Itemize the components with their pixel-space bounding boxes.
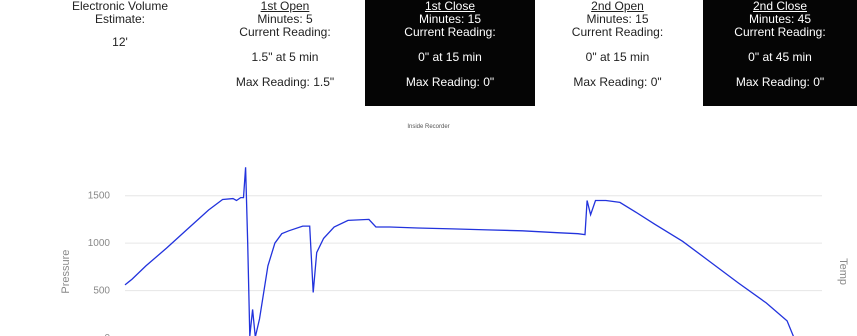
chart-title: Inside Recorder [407,124,450,130]
second-open-reading: 0" at 15 min [585,50,650,64]
second-close-minutes: Minutes: 45 [748,12,812,26]
second-open-panel: 2nd Open Minutes: 15 Current Reading: 0"… [545,0,690,106]
first-close-reading: 0" at 15 min [418,50,482,64]
first-close-minutes: Minutes: 15 [418,12,482,26]
second-open-reading-label: Current Reading: [571,25,664,39]
first-close-panel: 1st Close Minutes: 15 Current Reading: 0… [365,0,535,106]
y-tick-label: 0 [104,333,110,336]
second-close-reading: 0" at 45 min [748,50,812,64]
first-open-max: Max Reading: 1.5" [235,75,335,89]
y-tick-label: 1000 [88,238,111,249]
second-open-max: Max Reading: 0" [573,75,662,89]
estimate-value: 12' [112,35,128,49]
y2-axis-label: Temp [837,258,849,285]
second-close-max: Max Reading: 0" [735,75,825,89]
first-close-max: Max Reading: 0" [405,75,495,89]
y-tick-label: 1500 [88,191,111,202]
second-close-reading-label: Current Reading: [734,25,826,39]
chart-grid [125,195,822,292]
y-axis-ticks: 0 500 1000 1500 [88,191,111,336]
second-open-minutes: Minutes: 15 [586,12,649,26]
first-close-title: 1st Close [424,0,476,13]
pressure-series-line [124,167,794,336]
first-open-minutes: Minutes: 5 [257,12,313,26]
first-open-title: 1st Open [260,0,310,13]
y-axis-label: Pressure [60,250,72,294]
first-open-reading-label: Current Reading: [239,25,331,39]
pressure-chart: 0 500 1000 1500 Pressure Temp [60,167,849,336]
first-open-reading: 1.5" at 5 min [251,50,319,64]
second-close-title: 2nd Close [752,0,808,13]
y-tick-label: 500 [93,286,110,297]
second-close-panel: 2nd Close Minutes: 45 Current Reading: 0… [703,0,857,106]
first-open-panel: 1st Open Minutes: 5 Current Reading: 1.5… [205,0,365,106]
second-open-title: 2nd Open [591,0,644,13]
volume-estimate-panel: Electronic Volume Estimate: 12' [40,0,200,106]
estimate-label-line2: Estimate: [94,12,145,26]
estimate-label-line1: Electronic Volume [71,0,169,13]
first-close-reading-label: Current Reading: [404,25,496,39]
